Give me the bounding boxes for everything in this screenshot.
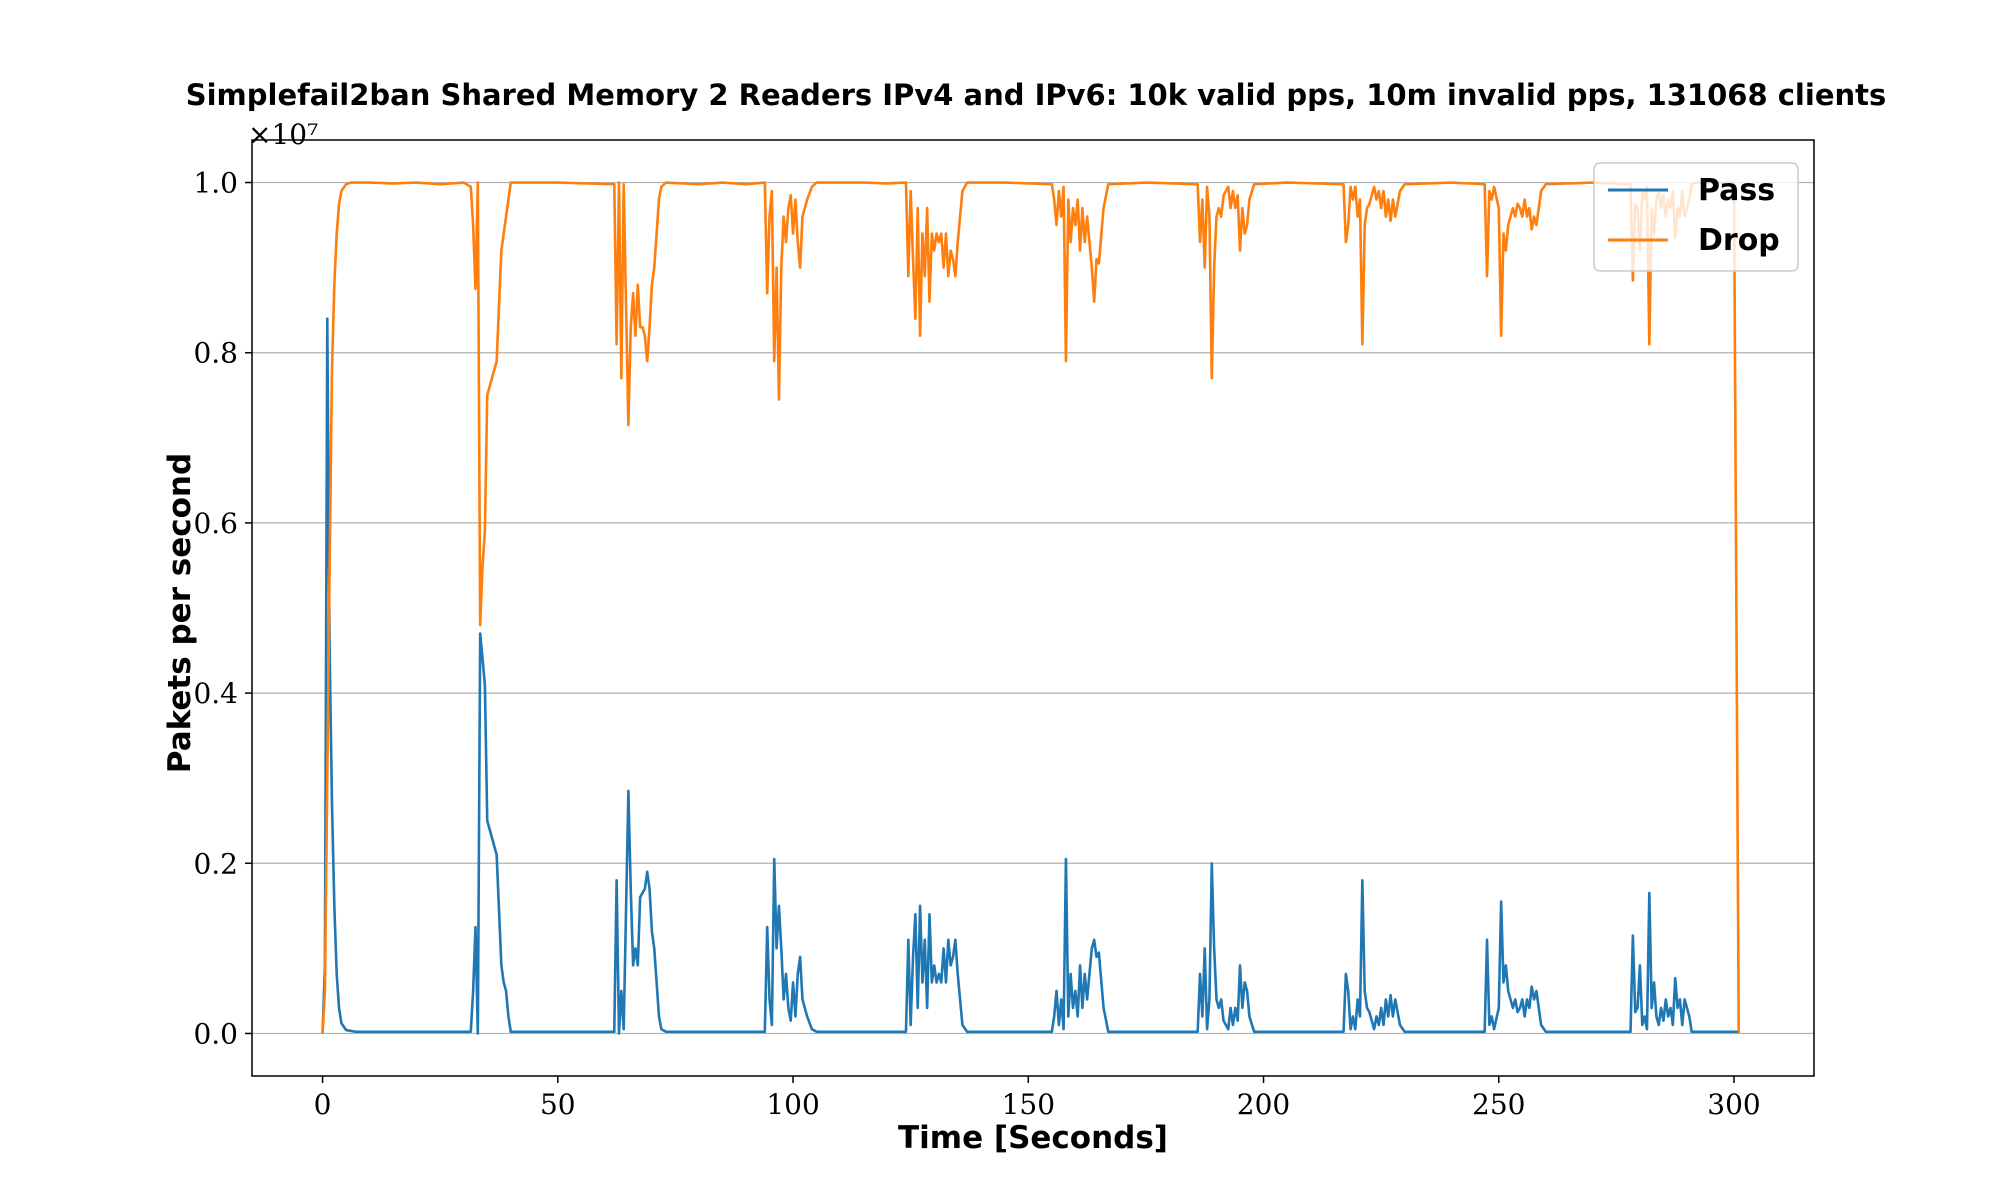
x-tick-label: 100 xyxy=(766,1088,819,1121)
legend-label-pass: Pass xyxy=(1698,173,1775,208)
x-tick-label: 150 xyxy=(1002,1088,1055,1121)
x-axis-ticks: 0 50 100 150 200 250 300 xyxy=(314,1076,1761,1121)
series-line-pass xyxy=(321,317,1739,1035)
x-tick-label: 300 xyxy=(1707,1088,1760,1121)
y-tick-label: 0.2 xyxy=(193,847,238,880)
y-tick-label: 0.0 xyxy=(193,1017,238,1050)
y-axis-multiplier: ×10⁷ xyxy=(248,118,318,151)
series-line-drop xyxy=(321,181,1741,1034)
y-axis-ticks: 0.0 0.2 0.4 0.6 0.8 1.0 xyxy=(193,167,252,1050)
legend: Pass Drop xyxy=(1593,162,1799,272)
x-tick-label: 200 xyxy=(1237,1088,1290,1121)
x-tick-label: 250 xyxy=(1472,1088,1525,1121)
y-tick-label: 0.6 xyxy=(193,507,238,540)
x-tick-label: 50 xyxy=(540,1088,576,1121)
y-tick-label: 0.4 xyxy=(193,677,238,710)
x-tick-label: 0 xyxy=(314,1088,332,1121)
plot-frame xyxy=(251,139,1815,1077)
chart-title: Simplefail2ban Shared Memory 2 Readers I… xyxy=(186,78,1887,112)
x-axis-label: Time [Seconds] xyxy=(898,1120,1168,1156)
y-tick-label: 1.0 xyxy=(193,167,238,200)
y-axis-label: Pakets per second xyxy=(162,453,198,773)
series-layer xyxy=(321,181,1741,1035)
legend-label-drop: Drop xyxy=(1698,223,1780,258)
y-tick-label: 0.8 xyxy=(193,337,238,370)
gridlines xyxy=(252,181,1814,1035)
